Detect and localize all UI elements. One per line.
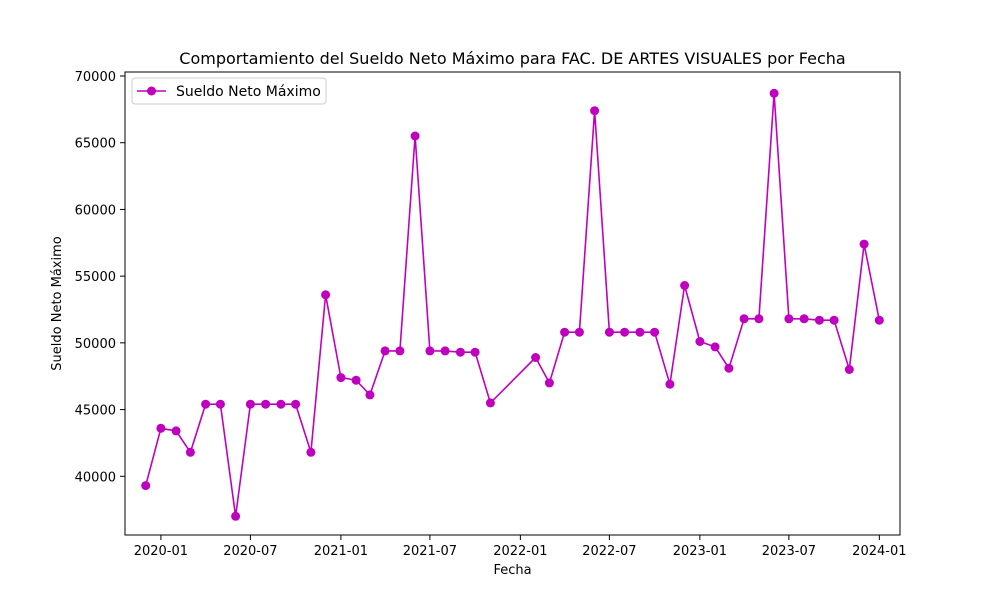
data-point xyxy=(351,375,361,385)
data-point xyxy=(874,315,884,325)
data-point xyxy=(754,314,764,324)
x-tick-label: 2023-07 xyxy=(762,544,816,559)
legend: Sueldo Neto Máximo xyxy=(131,77,327,105)
x-tick-label: 2023-01 xyxy=(673,544,727,559)
x-tick-label: 2021-01 xyxy=(314,544,368,559)
data-point xyxy=(604,327,614,337)
data-point xyxy=(544,378,554,388)
data-point xyxy=(156,423,166,433)
data-point xyxy=(695,337,705,346)
y-tick-label: 55000 xyxy=(75,270,116,285)
data-point xyxy=(455,347,465,357)
data-point xyxy=(470,347,480,357)
y-tick-label: 40000 xyxy=(75,470,116,485)
plot-area xyxy=(125,72,900,535)
series-points xyxy=(141,88,884,521)
data-point xyxy=(590,106,600,116)
legend-box xyxy=(131,77,327,105)
y-tick-label: 70000 xyxy=(75,70,116,85)
data-point xyxy=(276,399,286,409)
data-point xyxy=(769,88,779,98)
data-point xyxy=(201,399,211,409)
legend-marker-swatch xyxy=(147,86,156,96)
data-point xyxy=(291,399,301,409)
data-point xyxy=(635,327,645,337)
data-point xyxy=(531,353,541,362)
data-point xyxy=(185,447,195,457)
data-point xyxy=(829,315,839,325)
data-point xyxy=(650,327,660,337)
data-point xyxy=(710,342,720,352)
y-tick-label: 65000 xyxy=(75,137,116,152)
y-tick-label: 50000 xyxy=(75,337,116,352)
y-axis-label: Sueldo Neto Máximo xyxy=(50,236,65,370)
x-axis-ticks: 2020-01 2020-07 2021-01 2021-07 2022-01 2022-… xyxy=(134,535,907,559)
data-point xyxy=(365,390,375,400)
data-point xyxy=(620,327,630,337)
data-point xyxy=(425,346,435,356)
chart-title: Comportamiento del Sueldo Neto Máximo pa… xyxy=(179,49,845,68)
y-axis-ticks: 40000 45000 50000 55000 60000 65000 70000 xyxy=(75,70,125,485)
data-point xyxy=(724,363,734,373)
data-point xyxy=(799,314,809,324)
data-point xyxy=(380,346,390,356)
data-point xyxy=(440,346,450,356)
data-point xyxy=(560,327,570,337)
data-point xyxy=(171,426,181,436)
data-point xyxy=(784,314,794,324)
data-point xyxy=(321,290,331,300)
data-point xyxy=(739,314,749,324)
data-point xyxy=(336,373,346,383)
x-tick-label: 2021-07 xyxy=(403,544,457,559)
data-point xyxy=(245,399,255,409)
data-point xyxy=(141,481,151,491)
x-tick-label: 2020-07 xyxy=(223,544,277,559)
data-point xyxy=(306,447,316,457)
plot-frame xyxy=(124,71,901,536)
data-point xyxy=(680,281,690,290)
data-point xyxy=(395,346,405,356)
data-point xyxy=(665,379,675,389)
data-point xyxy=(410,131,420,141)
x-tick-label: 2024-01 xyxy=(852,544,906,559)
data-point xyxy=(574,327,584,337)
data-point xyxy=(485,398,495,408)
x-tick-label: 2022-01 xyxy=(493,544,547,559)
x-tick-label: 2020-01 xyxy=(134,544,188,559)
data-point xyxy=(859,239,869,249)
y-tick-label: 45000 xyxy=(75,404,116,419)
x-tick-label: 2022-07 xyxy=(582,544,636,559)
data-point xyxy=(215,399,225,409)
x-axis-label: Fecha xyxy=(493,563,531,578)
data-point xyxy=(261,399,271,409)
data-point xyxy=(844,365,854,374)
y-tick-label: 60000 xyxy=(75,203,116,218)
data-point xyxy=(231,511,241,521)
legend-label: Sueldo Neto Máximo xyxy=(176,84,321,100)
data-point xyxy=(814,315,824,325)
